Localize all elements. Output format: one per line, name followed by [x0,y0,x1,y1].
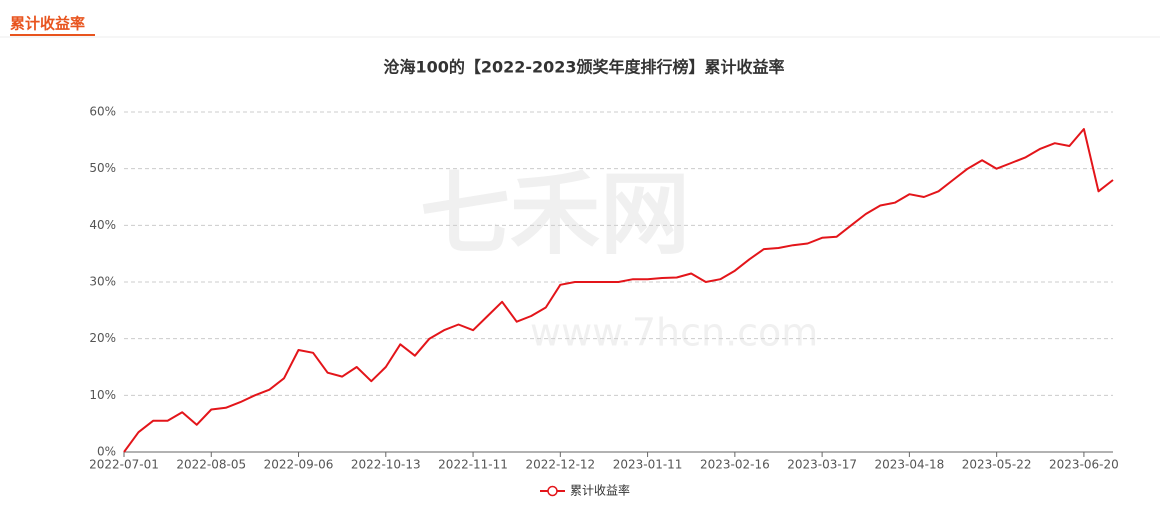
legend-label: 累计收益率 [570,483,630,498]
tab-label[interactable]: 累计收益率 [10,15,85,33]
watermark-brand: 七禾网 [420,162,690,267]
x-tick-label: 2022-12-12 [525,458,595,472]
y-tick-label: 50% [89,161,116,175]
x-tick-label: 2023-06-20 [1049,458,1119,472]
x-tick-label: 2022-07-01 [89,458,159,472]
x-tick-label: 2023-01-11 [613,458,683,472]
y-tick-label: 20% [89,331,116,345]
x-tick-label: 2022-10-13 [351,458,421,472]
y-tick-label: 0% [97,445,116,459]
chart-title: 沧海100的【2022-2023颁奖年度排行榜】累计收益率 [383,58,784,77]
series-line [123,128,1114,453]
y-tick-label: 30% [89,275,116,289]
y-tick-label: 10% [89,388,116,402]
x-tick-label: 2023-04-18 [875,458,945,472]
x-tick-label: 2023-02-16 [700,458,770,472]
watermark-url: www.7hcn.com [530,311,818,355]
y-tick-label: 60% [89,105,116,119]
x-tick-label: 2023-05-22 [962,458,1032,472]
x-tick-label: 2022-11-11 [438,458,508,472]
x-tick-label: 2023-03-17 [787,458,857,472]
x-tick-label: 2022-08-05 [176,458,246,472]
legend-marker [547,485,558,497]
y-tick-label: 40% [89,218,116,232]
x-tick-label: 2022-09-06 [264,458,334,472]
